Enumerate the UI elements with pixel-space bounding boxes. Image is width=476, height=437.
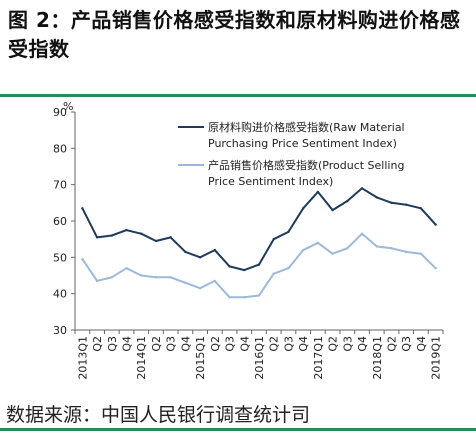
series-2-point [81,257,84,261]
legend-label-1: Purchasing Price Sentiment Index) [208,137,397,150]
series-2-point [184,281,187,284]
y-tick-label: 40 [53,288,67,301]
x-tick-label: Q4 [415,336,428,352]
x-tick-label: Q4 [121,336,134,352]
y-tick-label: 50 [53,251,67,264]
series-1-point [213,248,217,252]
series-1-point [346,199,349,203]
series-2-point [360,232,364,235]
data-source: 数据来源：中国人民银行调查统计司 [6,404,311,426]
series-1-point [169,236,172,239]
series-1-point [198,256,202,259]
y-tick-label: 80 [53,142,67,155]
x-tick-label: Q4 [297,336,310,352]
series-1-point [184,250,187,254]
x-tick-label: Q3 [282,336,295,352]
series-1-point [272,237,275,241]
top-divider [0,94,476,97]
series-2-point [257,294,261,297]
series-1-point [316,190,320,194]
series-2-point [331,252,334,255]
series-2-point [154,276,158,279]
y-tick-label: 60 [53,215,67,228]
bottom-divider [0,428,476,431]
series-1-point [228,265,231,268]
series-1-point [360,187,364,190]
series-2-point [198,287,202,290]
series-2-point [434,267,437,270]
x-tick-label: Q2 [327,336,340,352]
series-2-point [140,274,143,277]
legend-label-2: 产品销售价格感受指数(Product Selling [208,158,404,172]
series-1-point [405,203,408,206]
x-tick-label: 2017Q1 [312,336,325,380]
series-line-1 [81,187,437,272]
y-tick-label: 70 [53,179,67,192]
series-1-point [331,208,334,212]
chart-legend: 原材料购进价格感受指数(Raw Material Purchasing Price… [178,120,405,188]
series-2-point [125,267,128,270]
x-tick-label: Q4 [238,336,251,352]
x-tick-label: Q3 [106,336,119,352]
series-1-point [125,228,128,232]
x-tick-label: Q4 [356,336,369,352]
series-2-point [95,279,99,283]
y-axis-label: % [63,100,73,113]
series-2-point [272,272,275,275]
x-tick-label: Q2 [150,336,163,352]
legend-label-2: Price Sentiment Index) [208,175,333,188]
chart-lines [81,187,437,299]
legend-label-1: 原材料购进价格感受指数(Raw Material [208,120,405,134]
series-2-point [287,267,290,270]
x-tick-label: Q2 [268,336,281,352]
series-2-point [301,248,305,252]
series-1-point [154,239,158,243]
y-tick-label: 30 [53,324,67,337]
series-1-point [375,196,378,199]
series-2-point [110,276,114,279]
series-1-point [301,207,305,210]
x-tick-label: Q2 [385,336,398,352]
series-1-point [257,263,261,266]
series-1-point [390,201,393,205]
x-tick-label: 2015Q1 [194,336,207,380]
x-tick-label: Q4 [179,336,192,352]
series-2-point [375,245,378,248]
x-tick-label: Q3 [224,336,237,352]
figure-title: 图 2：产品销售价格感受指数和原材料购进价格感受指数 [8,8,461,61]
x-tick-label: Q3 [400,336,413,352]
x-tick-label: 2016Q1 [253,336,266,380]
series-2-point [419,252,423,255]
x-tick-label: Q3 [165,336,178,352]
series-2-point [316,241,320,244]
series-1-point [140,232,143,235]
series-1-point [95,236,99,239]
series-1-point [243,268,246,272]
x-tick-label: 2019Q1 [430,336,443,380]
series-1-point [434,223,437,226]
y-tick-label: 90 [53,106,67,119]
series-1-point [419,207,423,210]
series-2-point [213,279,217,283]
x-tick-label: 2014Q1 [135,336,148,380]
series-2-point [228,296,231,299]
series-2-point [405,250,408,254]
x-tick-label: Q3 [341,336,354,352]
series-2-point [346,247,349,250]
series-2-point [169,276,172,279]
x-tick-label: Q2 [91,336,104,352]
x-tick-label: Q2 [209,336,222,352]
series-1-point [110,234,114,237]
x-tick-label: 2013Q1 [76,336,89,380]
x-tick-label: 2018Q1 [371,336,384,380]
series-1-point [81,207,84,210]
series-1-point [287,230,290,234]
series-2-point [243,296,246,299]
series-2-point [390,247,393,250]
